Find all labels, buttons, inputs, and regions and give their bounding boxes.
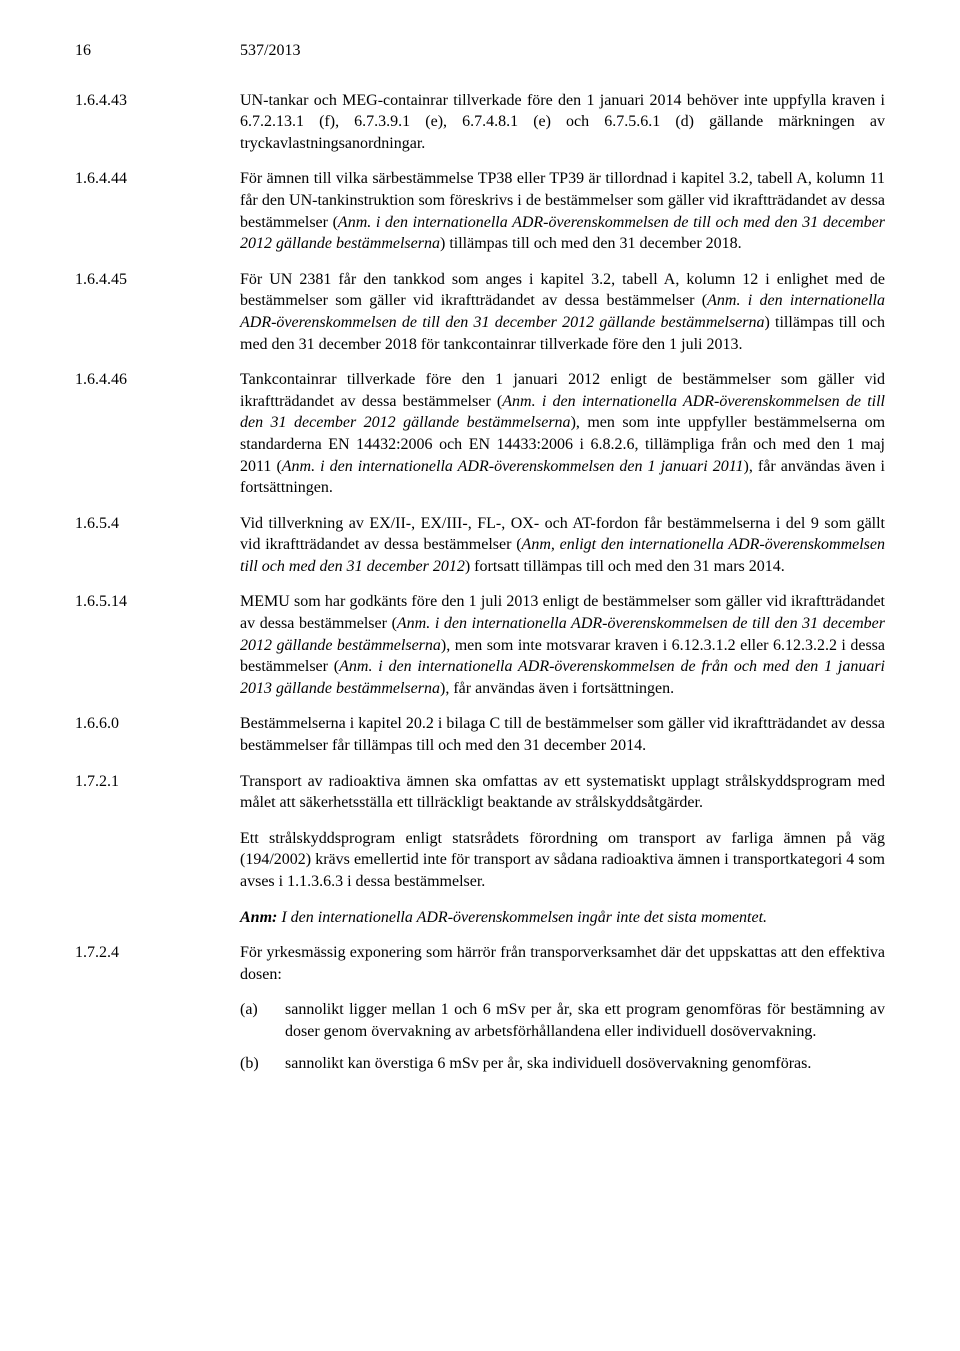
section: 1.6.4.45För UN 2381 får den tankkod som … <box>75 269 885 355</box>
paragraph: MEMU som har godkänts före den 1 juli 20… <box>240 591 885 699</box>
section-number: 1.6.5.4 <box>75 513 240 578</box>
section: 1.6.5.14MEMU som har godkänts före den 1… <box>75 591 885 699</box>
sub-item-label: (b) <box>240 1053 285 1075</box>
section-body: För UN 2381 får den tankkod som anges i … <box>240 269 885 355</box>
paragraph: UN-tankar och MEG-containrar tillverkade… <box>240 90 885 155</box>
page-number: 16 <box>75 40 240 62</box>
section-body: Tankcontainrar tillverkade före den 1 ja… <box>240 369 885 499</box>
section-number: 1.6.5.14 <box>75 591 240 699</box>
section-number: 1.7.2.4 <box>75 942 240 1084</box>
section-number: 1.6.4.43 <box>75 90 240 155</box>
sub-item-text: sannolikt kan överstiga 6 mSv per år, sk… <box>285 1053 885 1075</box>
section-number: 1.6.4.46 <box>75 369 240 499</box>
paragraph: Ett strålskyddsprogram enligt statsrådet… <box>240 828 885 893</box>
sub-item-text: sannolikt ligger mellan 1 och 6 mSv per … <box>285 999 885 1042</box>
section: 1.6.6.0Bestämmelserna i kapitel 20.2 i b… <box>75 713 885 756</box>
section-body: För ämnen till vilka särbestämmelse TP38… <box>240 168 885 254</box>
paragraph: Bestämmelserna i kapitel 20.2 i bilaga C… <box>240 713 885 756</box>
section: 1.7.2.1Transport av radioaktiva ämnen sk… <box>75 771 885 929</box>
paragraph: För ämnen till vilka särbestämmelse TP38… <box>240 168 885 254</box>
section-body: MEMU som har godkänts före den 1 juli 20… <box>240 591 885 699</box>
paragraph: För UN 2381 får den tankkod som anges i … <box>240 269 885 355</box>
sub-item-label: (a) <box>240 999 285 1042</box>
section-body: Vid tillverkning av EX/II-, EX/III-, FL-… <box>240 513 885 578</box>
section: 1.7.2.4För yrkesmässig exponering som hä… <box>75 942 885 1084</box>
paragraph: För yrkesmässig exponering som härrör fr… <box>240 942 885 985</box>
section: 1.6.5.4Vid tillverkning av EX/II-, EX/II… <box>75 513 885 578</box>
section: 1.6.4.43UN-tankar och MEG-containrar til… <box>75 90 885 155</box>
paragraph: Tankcontainrar tillverkade före den 1 ja… <box>240 369 885 499</box>
paragraph: Vid tillverkning av EX/II-, EX/III-, FL-… <box>240 513 885 578</box>
section-number: 1.6.4.45 <box>75 269 240 355</box>
section-number: 1.7.2.1 <box>75 771 240 929</box>
section: 1.6.4.44För ämnen till vilka särbestämme… <box>75 168 885 254</box>
section: 1.6.4.46Tankcontainrar tillverkade före … <box>75 369 885 499</box>
paragraph: Anm: I den internationella ADR-överensko… <box>240 907 885 929</box>
paragraph: Transport av radioaktiva ämnen ska omfat… <box>240 771 885 814</box>
document-content: 1.6.4.43UN-tankar och MEG-containrar til… <box>75 90 885 1085</box>
section-number: 1.6.4.44 <box>75 168 240 254</box>
section-body: Bestämmelserna i kapitel 20.2 i bilaga C… <box>240 713 885 756</box>
section-body: För yrkesmässig exponering som härrör fr… <box>240 942 885 1084</box>
section-body: UN-tankar och MEG-containrar tillverkade… <box>240 90 885 155</box>
sub-item: (a)sannolikt ligger mellan 1 och 6 mSv p… <box>240 999 885 1042</box>
document-number: 537/2013 <box>240 40 300 62</box>
sub-item: (b)sannolikt kan överstiga 6 mSv per år,… <box>240 1053 885 1075</box>
section-number: 1.6.6.0 <box>75 713 240 756</box>
section-body: Transport av radioaktiva ämnen ska omfat… <box>240 771 885 929</box>
page-header: 16 537/2013 <box>75 40 885 62</box>
